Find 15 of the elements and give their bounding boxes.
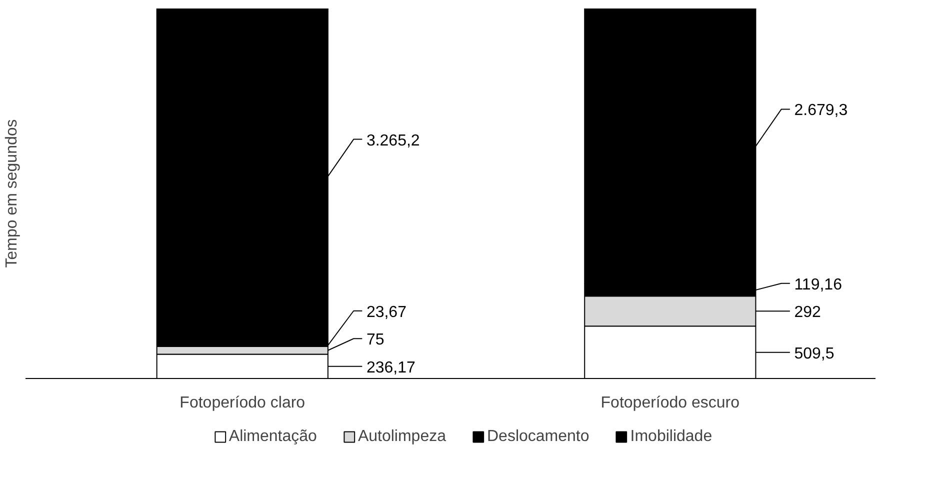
legend-label: Alimentação — [228, 428, 317, 446]
data-label: 119,16 — [794, 276, 842, 294]
data-label: 23,67 — [366, 304, 407, 321]
x-tick-label: Fotoperíodo claro — [180, 394, 306, 412]
data-label: 2.679,3 — [794, 102, 848, 120]
legend-label: Autolimpeza — [358, 428, 446, 446]
data-label: 292 — [794, 304, 822, 322]
x-tick-label: Fotoperíodo escuro — [600, 394, 740, 412]
y-axis-title: Tempo em segundos — [4, 119, 20, 268]
legend-label: Deslocamento — [486, 428, 590, 446]
data-label: 236,17 — [366, 359, 416, 376]
data-label: 3.265,2 — [366, 132, 420, 150]
data-label: 509,5 — [794, 345, 834, 362]
legend-label: Imobilidade — [630, 428, 712, 446]
data-label: 75 — [366, 332, 384, 349]
